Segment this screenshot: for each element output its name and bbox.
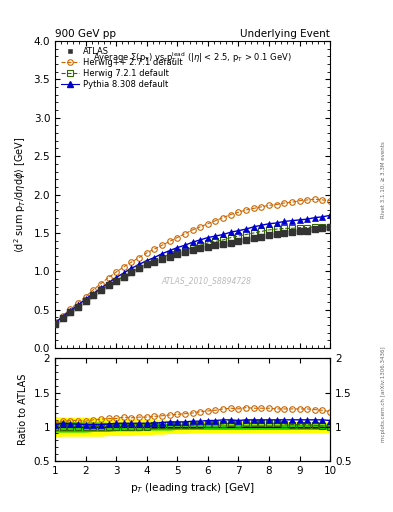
- Text: Underlying Event: Underlying Event: [240, 29, 330, 39]
- Text: Rivet 3.1.10, ≥ 3.3M events: Rivet 3.1.10, ≥ 3.3M events: [381, 141, 386, 218]
- Y-axis label: $\langle$d$^2$ sum p$_T$/d$\eta$d$\phi$$\rangle$ [GeV]: $\langle$d$^2$ sum p$_T$/d$\eta$d$\phi$$…: [12, 136, 28, 253]
- Text: Average $\Sigma$(p$_\mathregular{T}$) vs p$_\mathregular{T}^\mathregular{lead}$ : Average $\Sigma$(p$_\mathregular{T}$) vs…: [93, 50, 292, 65]
- Y-axis label: Ratio to ATLAS: Ratio to ATLAS: [18, 374, 28, 445]
- Legend: ATLAS, Herwig++ 2.7.1 default, Herwig 7.2.1 default, Pythia 8.308 default: ATLAS, Herwig++ 2.7.1 default, Herwig 7.…: [59, 45, 184, 91]
- Text: mcplots.cern.ch [arXiv:1306.3436]: mcplots.cern.ch [arXiv:1306.3436]: [381, 347, 386, 442]
- X-axis label: p$_T$ (leading track) [GeV]: p$_T$ (leading track) [GeV]: [130, 481, 255, 495]
- Text: 900 GeV pp: 900 GeV pp: [55, 29, 116, 39]
- Text: ATLAS_2010_S8894728: ATLAS_2010_S8894728: [161, 276, 252, 285]
